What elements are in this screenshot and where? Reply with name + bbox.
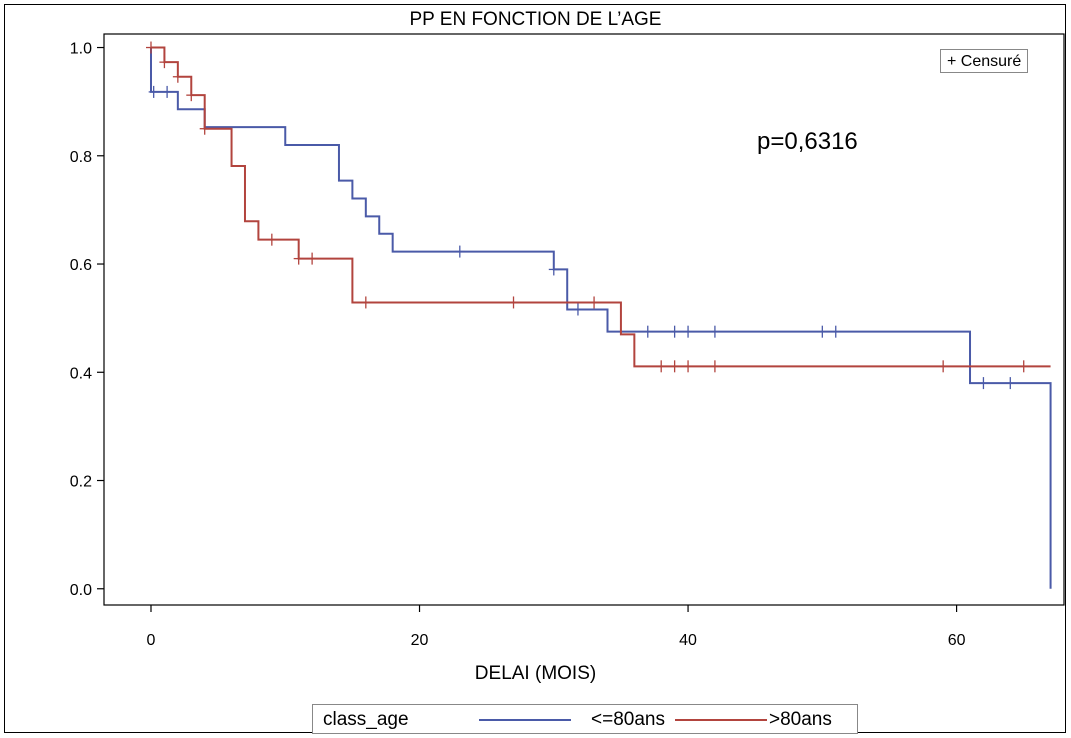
censor-mark bbox=[683, 360, 694, 373]
censor-mark bbox=[817, 325, 828, 338]
series-line-1 bbox=[150, 46, 1051, 368]
group-legend: class_age <=80ans >80ans bbox=[312, 704, 858, 734]
legend-line-le80 bbox=[479, 719, 571, 721]
censor-mark bbox=[830, 325, 841, 338]
censor-mark bbox=[669, 360, 680, 373]
censor-mark bbox=[938, 360, 949, 373]
y-tick-label: 0.6 bbox=[70, 257, 92, 274]
censor-mark bbox=[148, 85, 159, 98]
legend-label-gt80: >80ans bbox=[769, 709, 832, 730]
x-tick-label: 20 bbox=[411, 632, 429, 649]
y-tick-label: 0.8 bbox=[70, 149, 92, 166]
censor-mark bbox=[978, 377, 989, 390]
y-tick-label: 0.2 bbox=[70, 474, 92, 491]
censor-mark bbox=[589, 296, 600, 309]
legend-title: class_age bbox=[323, 709, 409, 730]
censor-mark bbox=[199, 122, 210, 135]
x-tick-label: 60 bbox=[948, 632, 966, 649]
series-layer bbox=[145, 41, 1052, 589]
p-value-annotation: p=0,6316 bbox=[757, 128, 858, 155]
censor-mark bbox=[360, 296, 371, 309]
x-tick-label: 0 bbox=[147, 632, 156, 649]
censor-mark bbox=[709, 325, 720, 338]
axes-layer: 0.0 0.2 0.4 0.6 0.8 1.0 0 20 40 60 bbox=[70, 41, 966, 649]
y-tick-label: 0.0 bbox=[70, 582, 92, 599]
x-axis-title: DELAI (MOIS) bbox=[474, 663, 597, 684]
chart-title: PP EN FONCTION DE L’AGE bbox=[409, 9, 662, 30]
censor-legend: + Censuré bbox=[940, 49, 1029, 73]
series-line-0 bbox=[149, 47, 1052, 589]
censor-mark bbox=[656, 360, 667, 373]
censor-mark bbox=[162, 85, 173, 98]
plot-area bbox=[103, 33, 1065, 606]
censor-mark bbox=[307, 252, 318, 265]
censor-mark bbox=[454, 245, 465, 258]
legend-label-le80: <=80ans bbox=[591, 709, 665, 730]
censor-mark bbox=[145, 41, 156, 54]
censor-mark bbox=[572, 303, 583, 316]
censor-mark bbox=[548, 263, 559, 276]
x-tick-label: 40 bbox=[679, 632, 697, 649]
y-tick-label: 1.0 bbox=[70, 41, 92, 58]
censor-mark bbox=[159, 56, 170, 69]
censor-mark bbox=[642, 325, 653, 338]
censor-mark bbox=[669, 325, 680, 338]
censor-mark bbox=[1005, 377, 1016, 390]
censor-mark bbox=[709, 360, 720, 373]
y-tick-label: 0.4 bbox=[70, 365, 92, 382]
censor-mark bbox=[293, 252, 304, 265]
censor-mark bbox=[1018, 360, 1029, 373]
censor-mark bbox=[683, 325, 694, 338]
censor-mark bbox=[266, 233, 277, 246]
censor-mark bbox=[508, 296, 519, 309]
censor-mark bbox=[172, 70, 183, 83]
legend-line-gt80 bbox=[675, 719, 767, 721]
censor-mark bbox=[186, 89, 197, 102]
